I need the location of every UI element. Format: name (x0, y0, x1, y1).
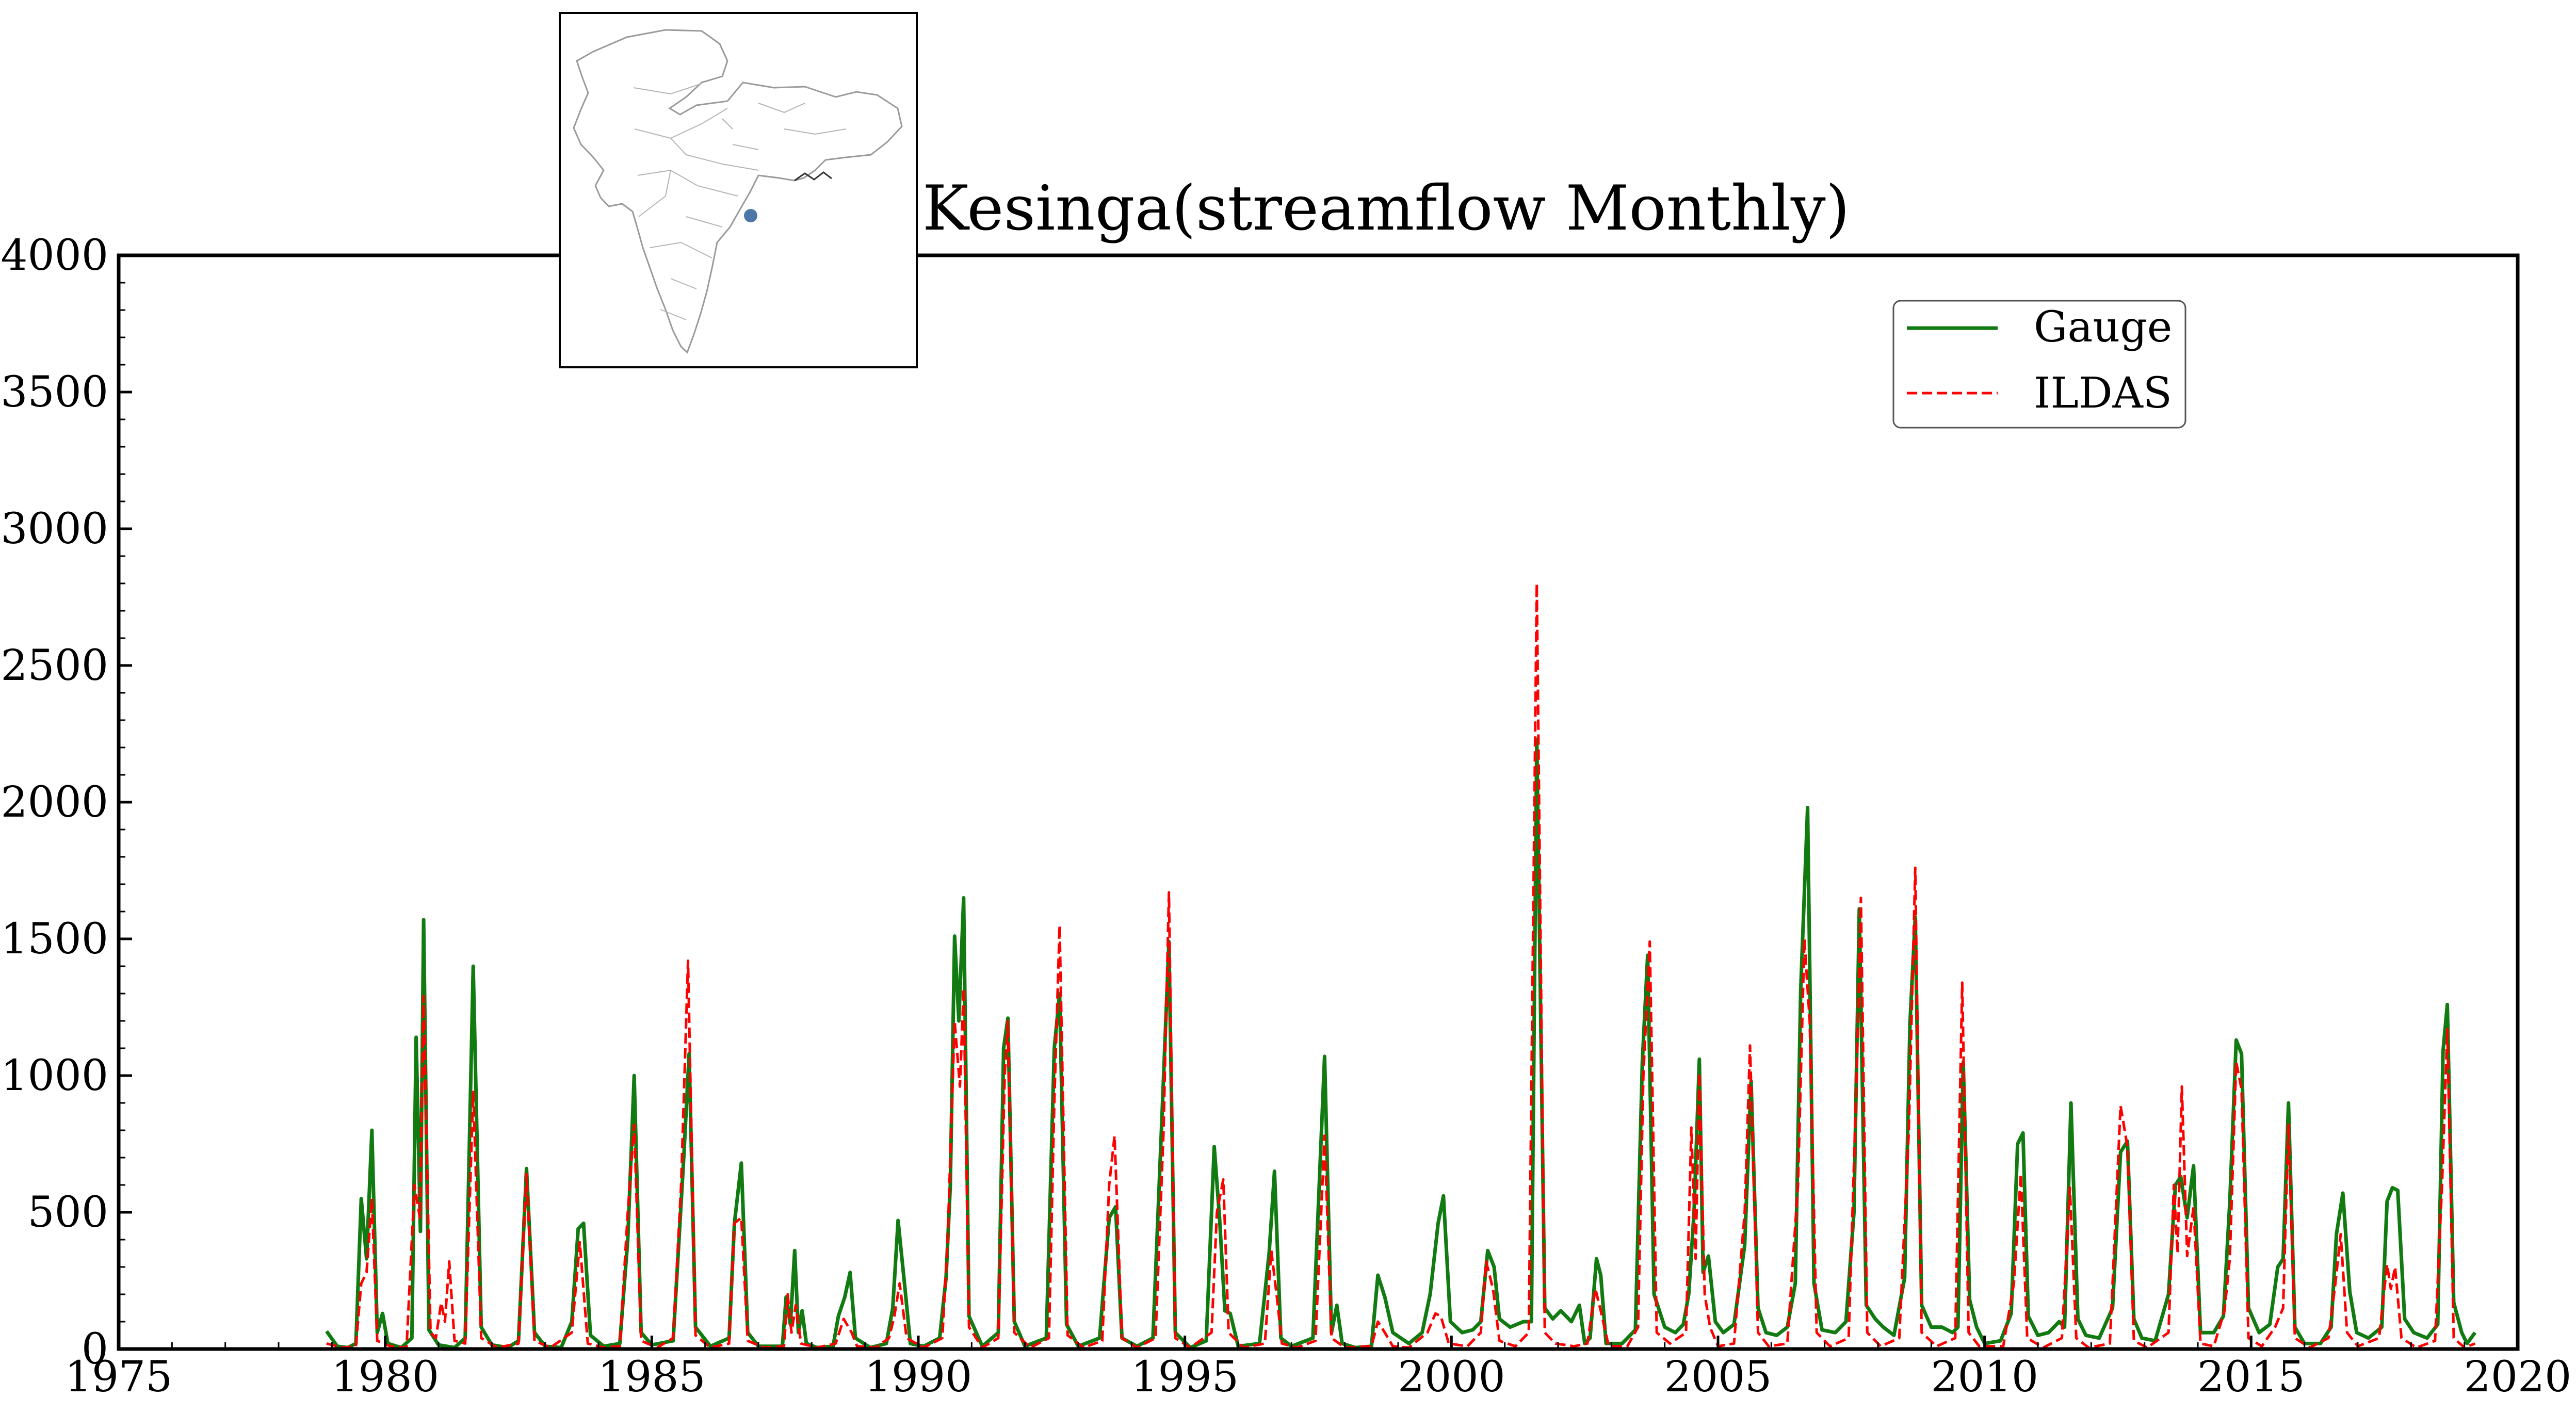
inset-map (559, 12, 918, 368)
delta-coast (794, 171, 832, 182)
x-tick-label-2020: 2020 (2464, 1353, 2572, 1402)
y-tick-label-3000: 3000 (1, 505, 108, 554)
y-tick-label-0: 0 (82, 1325, 108, 1374)
basin-boundaries (633, 83, 847, 320)
x-tick-label-2015: 2015 (2197, 1353, 2305, 1402)
y-tick-label-1000: 1000 (1, 1051, 108, 1100)
series-line-gauge (325, 737, 2477, 1350)
legend-gauge-label: Gauge (2034, 303, 2172, 352)
y-tick-label-2500: 2500 (1, 641, 108, 690)
x-tick-label-1990: 1990 (865, 1353, 973, 1402)
gauge-location-marker (744, 209, 757, 222)
chart-title: Kesinga(streamflow Monthly) (922, 173, 1850, 245)
y-tick-label-2000: 2000 (1, 778, 108, 827)
x-tick-label-2000: 2000 (1398, 1353, 1505, 1402)
map-outline (573, 29, 903, 354)
plot-frame (117, 253, 2520, 1351)
y-tick-label-1500: 1500 (1, 915, 108, 964)
x-tick-label-1985: 1985 (598, 1353, 706, 1402)
series-layer (325, 582, 2477, 1350)
series-line-ildas (326, 582, 2476, 1349)
y-tick-label-4000: 4000 (1, 231, 108, 280)
legend-frame (1892, 300, 2186, 429)
y-tick-label-3500: 3500 (1, 368, 108, 417)
ticks-layer: 1975 1980 1985 1990 1995 2000 2005 2010 2015 2020… (1, 231, 2571, 1402)
x-tick-label-2005: 2005 (1664, 1353, 1772, 1402)
legend: Gauge ILDAS (1892, 300, 2186, 429)
x-tick-label-1995: 1995 (1131, 1353, 1239, 1402)
legend-ildas-label: ILDAS (2034, 369, 2172, 418)
x-tick-label-2010: 2010 (1931, 1353, 2038, 1402)
x-tick-label-1980: 1980 (331, 1353, 439, 1402)
y-tick-label-500: 500 (27, 1188, 108, 1237)
inset-map-frame (559, 12, 918, 368)
x-tick-label-1975: 1975 (65, 1353, 173, 1402)
